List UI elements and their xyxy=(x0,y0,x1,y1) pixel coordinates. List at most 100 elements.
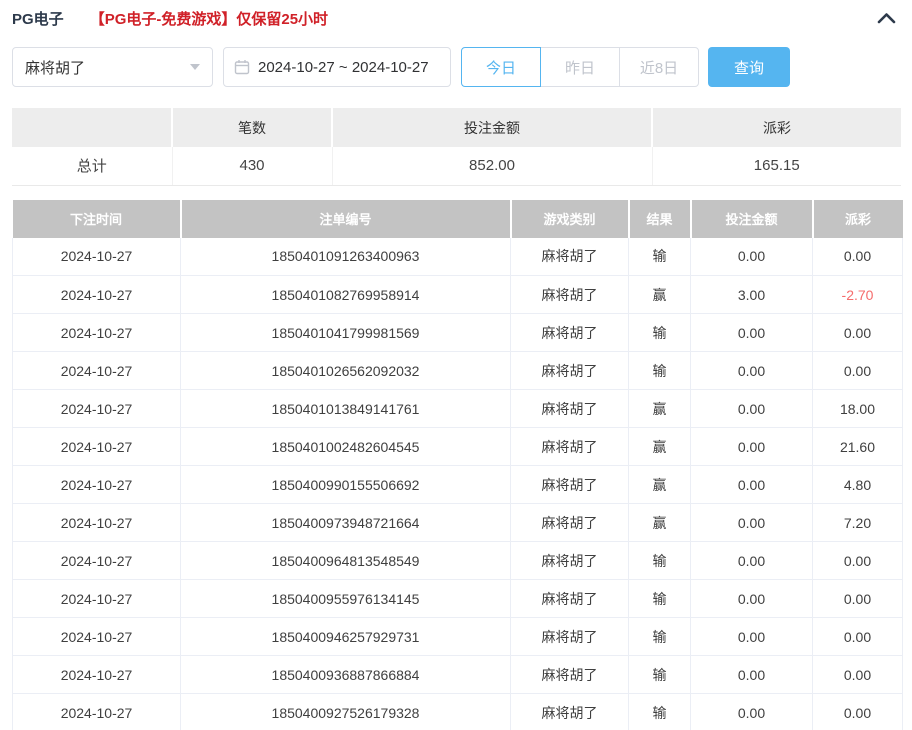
game-type-cell: 麻将胡了 xyxy=(510,427,629,466)
calendar-icon xyxy=(234,60,250,75)
table-row: 2024-10-27 1850400973948721664 麻将胡了 赢 0.… xyxy=(12,503,903,542)
summary-header-row: 笔数 投注金额 派彩 xyxy=(12,108,901,147)
game-type-cell: 麻将胡了 xyxy=(510,465,629,504)
table-row: 2024-10-27 1850400927526179328 麻将胡了 输 0.… xyxy=(12,693,903,730)
today-button[interactable]: 今日 xyxy=(461,47,541,87)
game-type-cell: 麻将胡了 xyxy=(510,541,629,580)
yesterday-button[interactable]: 昨日 xyxy=(540,47,620,87)
header-game-type: 游戏类别 xyxy=(510,199,630,238)
game-type-cell: 麻将胡了 xyxy=(510,617,629,656)
game-type-cell: 麻将胡了 xyxy=(510,389,629,428)
payout-cell: 0.00 xyxy=(812,237,903,276)
bet-amount-cell: 0.00 xyxy=(690,503,813,542)
bet-id-cell: 1850401026562092032 xyxy=(180,351,511,390)
header-bet-amount: 投注金额 xyxy=(690,199,814,238)
bet-time-cell: 2024-10-27 xyxy=(12,275,181,314)
payout-cell: -2.70 xyxy=(812,275,903,314)
bet-amount-cell: 0.00 xyxy=(690,313,813,352)
date-range-value: 2024-10-27 ~ 2024-10-27 xyxy=(258,58,429,76)
summary-table: 笔数 投注金额 派彩 总计 430 852.00 165.15 xyxy=(12,108,901,186)
bet-time-cell: 2024-10-27 xyxy=(12,389,181,428)
payout-cell: 0.00 xyxy=(812,693,903,730)
table-row: 2024-10-27 1850401002482604545 麻将胡了 赢 0.… xyxy=(12,427,903,466)
bet-time-cell: 2024-10-27 xyxy=(12,541,181,580)
result-cell: 赢 xyxy=(628,503,691,542)
game-select-value: 麻将胡了 xyxy=(25,59,86,77)
table-row: 2024-10-27 1850401013849141761 麻将胡了 赢 0.… xyxy=(12,389,903,428)
game-select[interactable]: 麻将胡了 xyxy=(12,47,213,87)
game-type-cell: 麻将胡了 xyxy=(510,351,629,390)
game-type-cell: 麻将胡了 xyxy=(510,313,629,352)
bet-id-cell: 1850401091263400963 xyxy=(180,237,511,276)
bet-amount-cell: 3.00 xyxy=(690,275,813,314)
bet-amount-cell: 0.00 xyxy=(690,427,813,466)
summary-total-bet-amount: 852.00 xyxy=(332,147,653,186)
table-row: 2024-10-27 1850400946257929731 麻将胡了 输 0.… xyxy=(12,617,903,656)
table-row: 2024-10-27 1850400936887866884 麻将胡了 输 0.… xyxy=(12,655,903,694)
bet-amount-cell: 0.00 xyxy=(690,237,813,276)
query-button[interactable]: 查询 xyxy=(708,47,790,87)
bet-id-cell: 1850400927526179328 xyxy=(180,693,511,730)
bet-time-cell: 2024-10-27 xyxy=(12,503,181,542)
header-bet-id: 注单编号 xyxy=(180,199,512,238)
bet-amount-cell: 0.00 xyxy=(690,351,813,390)
bet-time-cell: 2024-10-27 xyxy=(12,617,181,656)
bet-id-cell: 1850401002482604545 xyxy=(180,427,511,466)
table-row: 2024-10-27 1850400990155506692 麻将胡了 赢 0.… xyxy=(12,465,903,504)
page-title: PG电子 xyxy=(12,10,64,28)
bet-id-cell: 1850400946257929731 xyxy=(180,617,511,656)
summary-header-payout: 派彩 xyxy=(652,108,901,147)
bet-amount-cell: 0.00 xyxy=(690,465,813,504)
header-bet-time: 下注时间 xyxy=(12,199,182,238)
table-row: 2024-10-27 1850401041799981569 麻将胡了 输 0.… xyxy=(12,313,903,352)
bet-id-cell: 1850400990155506692 xyxy=(180,465,511,504)
bet-time-cell: 2024-10-27 xyxy=(12,579,181,618)
result-cell: 输 xyxy=(628,579,691,618)
topbar: PG电子 【PG电子-免费游戏】仅保留25小时 xyxy=(0,0,912,36)
summary-total-row: 总计 430 852.00 165.15 xyxy=(12,147,901,186)
bet-time-cell: 2024-10-27 xyxy=(12,313,181,352)
header-result: 结果 xyxy=(628,199,692,238)
bet-time-cell: 2024-10-27 xyxy=(12,427,181,466)
result-cell: 输 xyxy=(628,351,691,390)
result-cell: 赢 xyxy=(628,275,691,314)
table-row: 2024-10-27 1850400964813548549 麻将胡了 输 0.… xyxy=(12,541,903,580)
bet-id-cell: 1850401082769958914 xyxy=(180,275,511,314)
summary-total-count: 430 xyxy=(172,147,333,186)
result-cell: 输 xyxy=(628,237,691,276)
payout-cell: 0.00 xyxy=(812,313,903,352)
result-cell: 赢 xyxy=(628,427,691,466)
date-quick-buttons: 今日 昨日 近8日 xyxy=(461,47,699,87)
payout-cell: 0.00 xyxy=(812,655,903,694)
date-range-input[interactable]: 2024-10-27 ~ 2024-10-27 xyxy=(223,47,451,87)
bet-amount-cell: 0.00 xyxy=(690,617,813,656)
result-cell: 输 xyxy=(628,541,691,580)
summary-header-empty xyxy=(12,108,173,147)
result-cell: 输 xyxy=(628,313,691,352)
bet-table: 下注时间 注单编号 游戏类别 结果 投注金额 派彩 2024-10-27 185… xyxy=(12,199,903,730)
last-8-days-button[interactable]: 近8日 xyxy=(619,47,699,87)
bet-table-body: 2024-10-27 1850401091263400963 麻将胡了 输 0.… xyxy=(12,237,903,730)
table-row: 2024-10-27 1850401082769958914 麻将胡了 赢 3.… xyxy=(12,275,903,314)
bet-time-cell: 2024-10-27 xyxy=(12,655,181,694)
bet-amount-cell: 0.00 xyxy=(690,579,813,618)
game-type-cell: 麻将胡了 xyxy=(510,579,629,618)
result-cell: 赢 xyxy=(628,389,691,428)
result-cell: 输 xyxy=(628,617,691,656)
bet-time-cell: 2024-10-27 xyxy=(12,237,181,276)
summary-total-label: 总计 xyxy=(12,147,173,186)
game-type-cell: 麻将胡了 xyxy=(510,693,629,730)
bet-time-cell: 2024-10-27 xyxy=(12,351,181,390)
bet-amount-cell: 0.00 xyxy=(690,655,813,694)
summary-total-payout: 165.15 xyxy=(652,147,901,186)
bet-id-cell: 1850400936887866884 xyxy=(180,655,511,694)
chevron-up-icon[interactable] xyxy=(877,12,896,24)
bet-amount-cell: 0.00 xyxy=(690,541,813,580)
payout-cell: 0.00 xyxy=(812,617,903,656)
payout-cell: 18.00 xyxy=(812,389,903,428)
bet-id-cell: 1850400955976134145 xyxy=(180,579,511,618)
header-payout: 派彩 xyxy=(812,199,903,238)
payout-cell: 0.00 xyxy=(812,579,903,618)
bet-id-cell: 1850401013849141761 xyxy=(180,389,511,428)
